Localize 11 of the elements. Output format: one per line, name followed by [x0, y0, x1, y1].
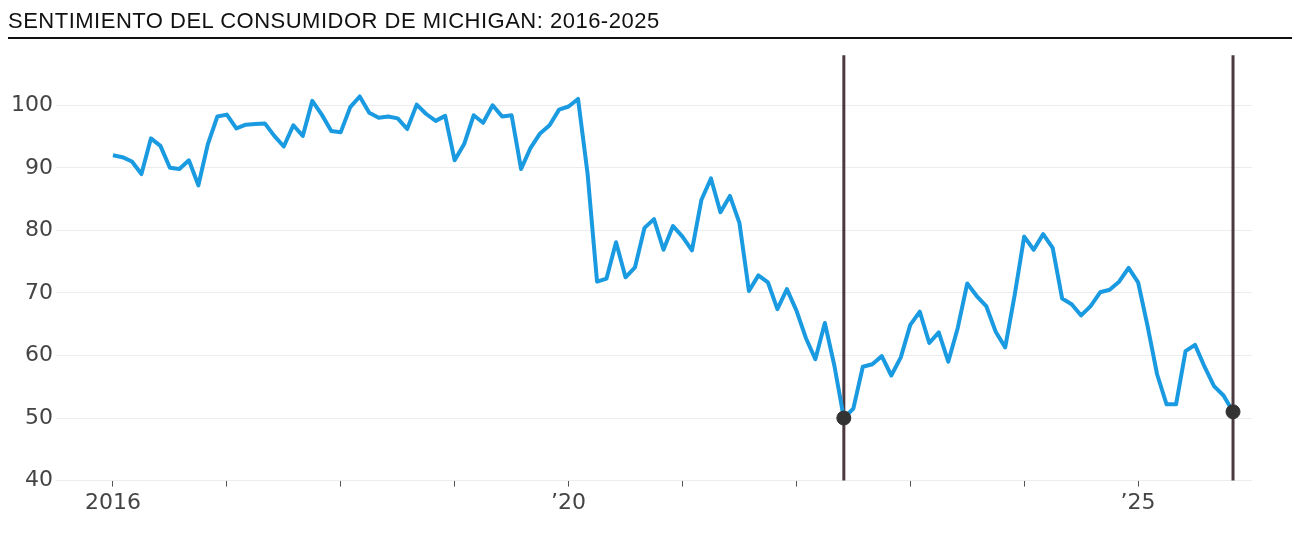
y-tick-label: 60 — [24, 341, 53, 367]
y-tick-label: 40 — [24, 466, 53, 492]
y-tick-label: 90 — [24, 153, 53, 179]
chart-title: SENTIMIENTO DEL CONSUMIDOR DE MICHIGAN: 2016-2025 — [8, 8, 1292, 39]
y-tick-label: 100 — [10, 90, 53, 116]
y-tick-label: 80 — [24, 216, 53, 242]
x-tick-label: ’20 — [551, 488, 587, 514]
y-tick-label: 50 — [24, 403, 53, 429]
y-tick-label: 70 — [24, 278, 53, 304]
x-tick-label: 2016 — [84, 488, 141, 514]
x-tick-label: ’25 — [1120, 488, 1156, 514]
